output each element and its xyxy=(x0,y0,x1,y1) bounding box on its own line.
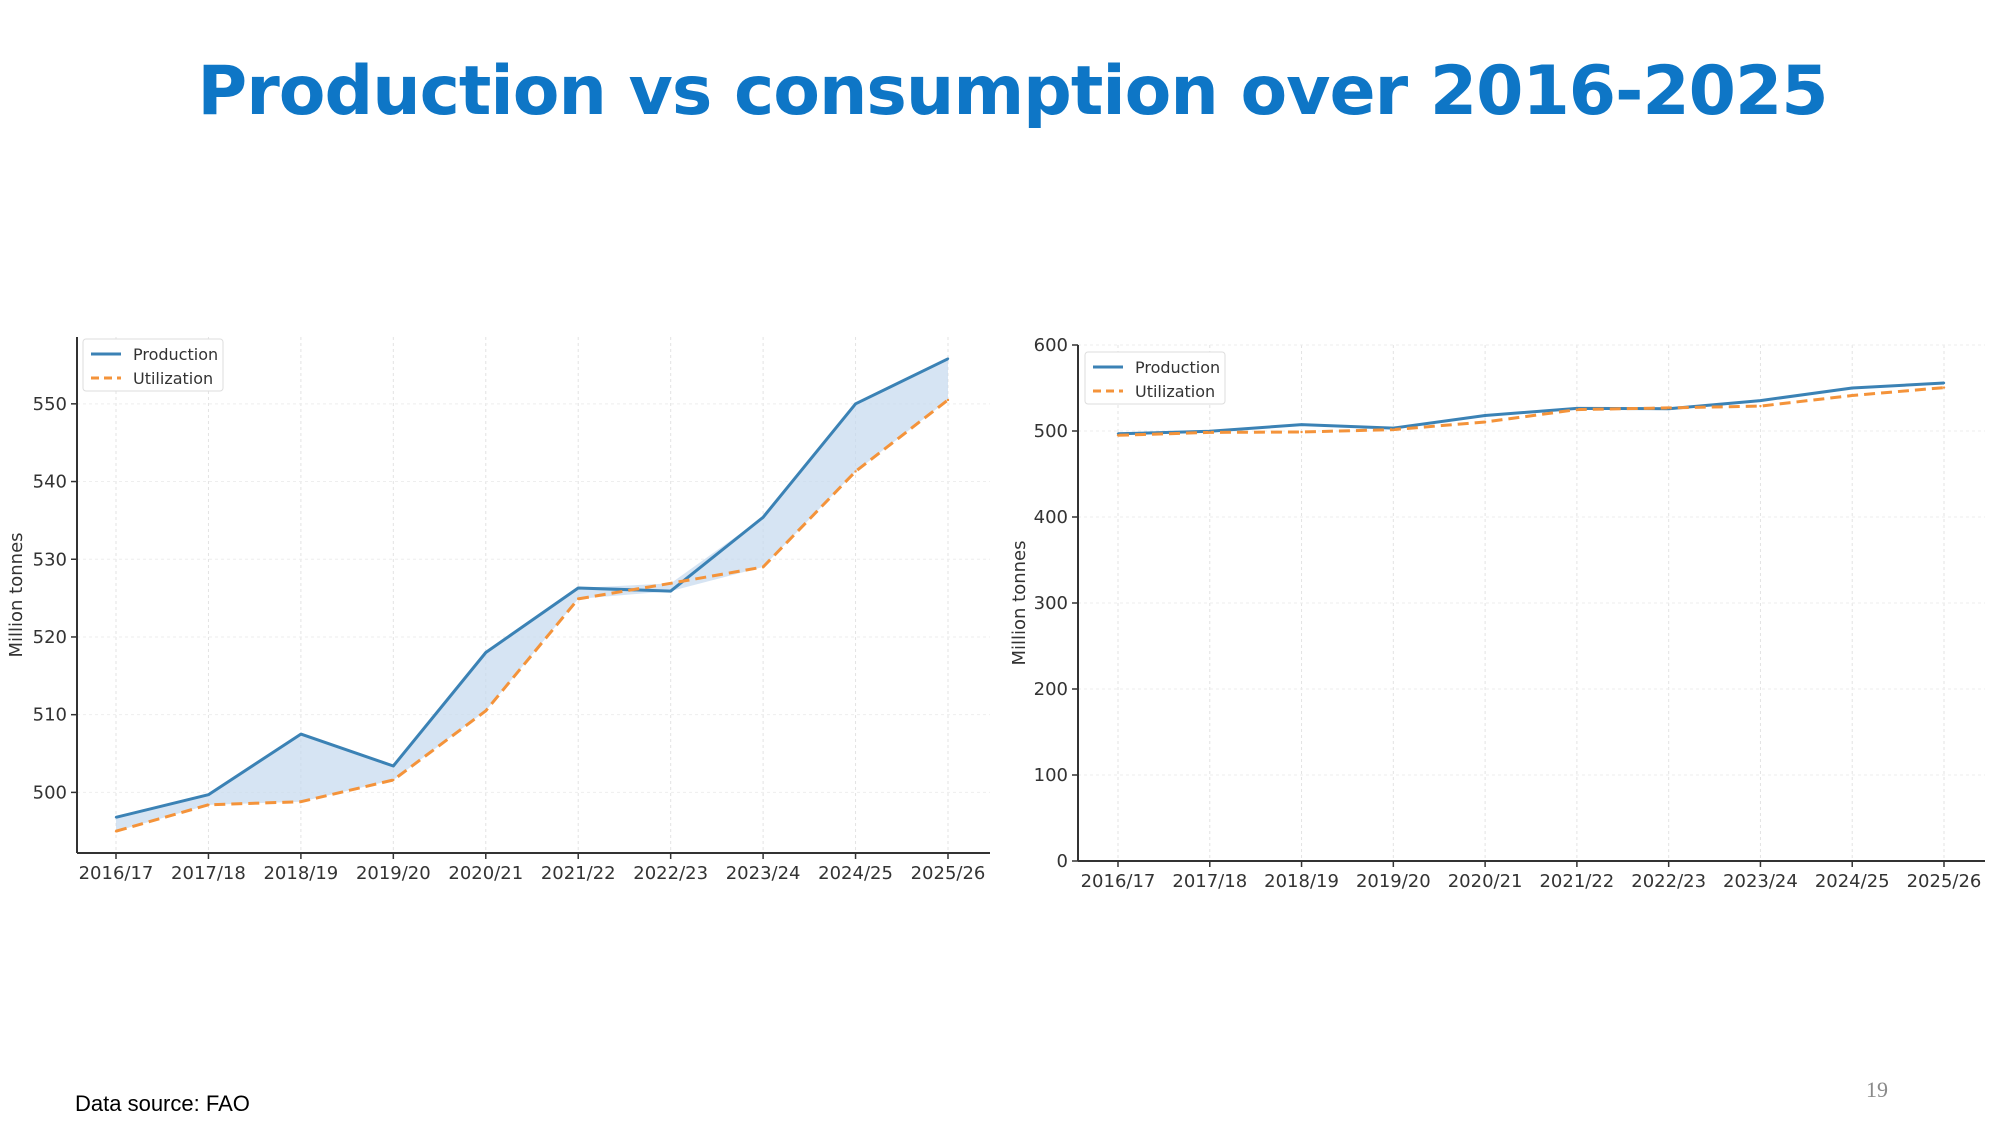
data-point-utilization xyxy=(484,709,487,712)
y-tick-label: 500 xyxy=(1034,421,1068,442)
data-point-production xyxy=(854,402,857,406)
data-point-production xyxy=(1483,414,1487,417)
data-point-utilization xyxy=(761,565,765,569)
x-tick-label: 2024/25 xyxy=(818,863,893,884)
x-tick-label: 2018/19 xyxy=(1264,871,1339,892)
x-tick-label: 2020/21 xyxy=(1448,871,1523,892)
x-tick-label: 2018/19 xyxy=(263,863,338,884)
y-tick-label: 100 xyxy=(1034,765,1068,786)
data-point-production xyxy=(207,793,210,796)
data-point-utilization xyxy=(1208,431,1211,434)
x-tick-label: 2024/25 xyxy=(1815,871,1890,892)
data-point-utilization xyxy=(854,470,857,473)
data-point-production xyxy=(946,357,950,360)
data-point-utilization xyxy=(1575,408,1579,411)
y-tick-label: 520 xyxy=(33,627,67,648)
x-tick-label: 2016/17 xyxy=(1081,871,1156,892)
x-tick-label: 2021/22 xyxy=(1539,871,1614,892)
x-tick-label: 2022/23 xyxy=(633,863,708,884)
data-point-production xyxy=(1851,386,1854,390)
legend: Production Utilization xyxy=(82,338,224,392)
gridlines xyxy=(1078,344,1985,862)
series-production-line xyxy=(115,357,949,819)
x-tick-label: 2025/26 xyxy=(911,863,986,884)
y-tick-label: 600 xyxy=(1034,335,1068,356)
x-tick-label: 2019/20 xyxy=(356,863,431,884)
data-point-production xyxy=(1300,423,1303,426)
x-tick-label: 2023/24 xyxy=(726,863,801,884)
data-point-production xyxy=(669,589,672,593)
x-tick-label: 2016/17 xyxy=(79,863,154,884)
data-point-production xyxy=(761,516,765,519)
legend-label-production: Production xyxy=(1135,358,1220,377)
legend: Production Utilization xyxy=(1084,351,1226,405)
y-tick-label: 400 xyxy=(1034,507,1068,528)
x-tick-label: 2022/23 xyxy=(1631,871,1706,892)
legend-label-utilization: Utilization xyxy=(133,369,213,388)
x-tick-label: 2023/24 xyxy=(1723,871,1798,892)
data-point-utilization xyxy=(1667,406,1670,410)
data-point-utilization xyxy=(207,803,210,807)
data-point-production xyxy=(1942,381,1946,385)
data-point-utilization xyxy=(1483,420,1487,424)
data-point-utilization xyxy=(299,800,303,803)
data-point-production xyxy=(577,586,580,590)
y-tick-label: 540 xyxy=(33,472,67,493)
data-point-production xyxy=(114,816,118,819)
data-point-utilization xyxy=(392,778,395,782)
data-point-utilization xyxy=(669,582,672,585)
y-tick-label: 0 xyxy=(1057,851,1068,872)
page-number: 19 xyxy=(1866,1077,1888,1102)
legend-label-production: Production xyxy=(133,345,218,364)
x-tick-label: 2020/21 xyxy=(448,863,523,884)
slide-title: Production vs consumption over 2016-2025 xyxy=(197,52,1828,131)
x-tick-label: 2017/18 xyxy=(1172,871,1247,892)
y-tick-label: 500 xyxy=(33,782,67,803)
data-point-production xyxy=(299,732,303,736)
x-tick-label: 2025/26 xyxy=(1907,871,1982,892)
y-tick-label: 550 xyxy=(33,394,67,415)
x-tick-label: 2019/20 xyxy=(1356,871,1431,892)
data-points xyxy=(114,357,950,833)
data-point-utilization xyxy=(1851,394,1854,397)
chart-right: 0 100 200 300 400 500 600 2016/17 2017/18 2018/19… xyxy=(1009,335,1985,892)
data-point-utilization xyxy=(1942,386,1946,389)
data-point-utilization xyxy=(1392,428,1395,431)
data-point-utilization xyxy=(577,597,580,601)
data-point-utilization xyxy=(1300,430,1303,434)
data-point-utilization xyxy=(1759,404,1762,408)
series-utilization-line xyxy=(1117,386,1945,437)
data-point-utilization xyxy=(114,830,118,833)
y-axis-label: Million tonnes xyxy=(1009,540,1030,665)
y-tick-label: 200 xyxy=(1034,679,1068,700)
legend-label-utilization: Utilization xyxy=(1135,382,1215,401)
data-point-production xyxy=(1759,399,1762,402)
data-point-utilization xyxy=(1116,434,1120,437)
y-tick-label: 530 xyxy=(33,549,67,570)
series-production-line xyxy=(1117,381,1945,436)
y-axis-label: Million tonnes xyxy=(6,532,27,657)
y-tick-label: 510 xyxy=(33,705,67,726)
series-utilization-line xyxy=(115,398,949,833)
data-point-production xyxy=(484,651,487,654)
chart-left: 500 510 520 530 540 550 2016/17 2017/18 2018/19 2… xyxy=(6,337,990,884)
data-point-production xyxy=(392,764,395,768)
data-source-note: Data source: FAO xyxy=(75,1091,250,1116)
x-tick-label: 2021/22 xyxy=(541,863,616,884)
y-tick-label: 300 xyxy=(1034,593,1068,614)
x-tick-label: 2017/18 xyxy=(171,863,246,884)
area-between-series xyxy=(116,358,948,832)
data-points xyxy=(1116,381,1946,437)
data-point-utilization xyxy=(946,398,950,402)
